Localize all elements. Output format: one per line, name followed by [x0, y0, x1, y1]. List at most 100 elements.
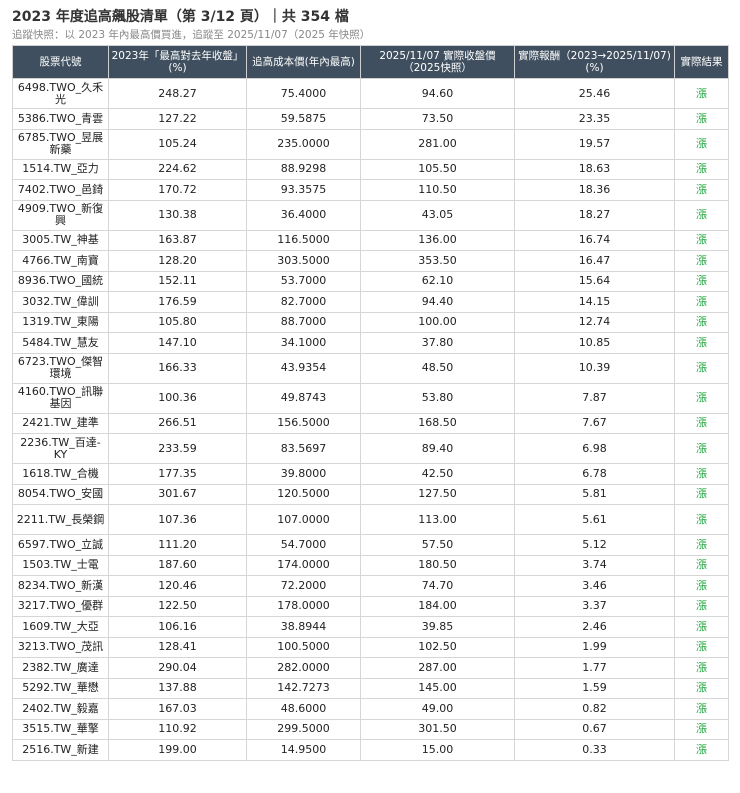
cell-cost-price: 100.5000: [246, 636, 361, 658]
table-row: 2421.TW_建準 266.51 156.5000 168.50 7.67 漲: [12, 412, 729, 434]
cell-return: 16.74: [514, 229, 675, 251]
table-row: 6723.TWO_傑智環境 166.33 43.9354 48.50 10.39 漲: [12, 352, 729, 384]
cell-result: 漲: [674, 657, 729, 679]
cell-stock-code: 6723.TWO_傑智環境: [12, 352, 109, 384]
cell-stock-code: 4160.TWO_訊聯基因: [12, 382, 109, 414]
cell-return: 3.74: [514, 554, 675, 576]
cell-close-price: 62.10: [360, 270, 515, 292]
cell-return: 0.67: [514, 718, 675, 740]
cell-high-vs-prev: 111.20: [108, 534, 247, 556]
cell-result: 漲: [674, 128, 729, 160]
cell-close-price: 180.50: [360, 554, 515, 576]
cell-high-vs-prev: 167.03: [108, 698, 247, 720]
cell-high-vs-prev: 163.87: [108, 229, 247, 251]
cell-result: 漲: [674, 78, 729, 109]
cell-stock-code: 7402.TWO_邑錡: [12, 179, 109, 201]
cell-stock-code: 2516.TW_新建: [12, 739, 109, 761]
table-row: 5484.TW_慧友 147.10 34.1000 37.80 10.85 漲: [12, 332, 729, 354]
cell-result: 漲: [674, 433, 729, 464]
table-row: 3515.TW_華擎 110.92 299.5000 301.50 0.67 漲: [12, 718, 729, 740]
cell-close-price: 168.50: [360, 412, 515, 434]
header-stock-code: 股票代號: [12, 45, 109, 79]
cell-cost-price: 72.2000: [246, 575, 361, 597]
cell-close-price: 136.00: [360, 229, 515, 251]
table-row: 1609.TW_大亞 106.16 38.8944 39.85 2.46 漲: [12, 616, 729, 638]
cell-cost-price: 75.4000: [246, 78, 361, 109]
cell-high-vs-prev: 128.41: [108, 636, 247, 658]
cell-high-vs-prev: 233.59: [108, 433, 247, 464]
cell-close-price: 102.50: [360, 636, 515, 658]
cell-result: 漲: [674, 332, 729, 354]
cell-cost-price: 49.8743: [246, 382, 361, 414]
cell-stock-code: 3032.TW_偉訓: [12, 291, 109, 313]
cell-result: 漲: [674, 739, 729, 761]
table-row: 3217.TWO_優群 122.50 178.0000 184.00 3.37 漲: [12, 595, 729, 617]
table-row: 3213.TWO_茂訊 128.41 100.5000 102.50 1.99 漲: [12, 636, 729, 658]
cell-cost-price: 156.5000: [246, 412, 361, 434]
cell-return: 19.57: [514, 128, 675, 160]
cell-cost-price: 43.9354: [246, 352, 361, 384]
cell-result: 漲: [674, 554, 729, 576]
cell-result: 漲: [674, 382, 729, 414]
table-row: 3032.TW_偉訓 176.59 82.7000 94.40 14.15 漲: [12, 291, 729, 313]
cell-cost-price: 54.7000: [246, 534, 361, 556]
cell-cost-price: 303.5000: [246, 250, 361, 272]
cell-close-price: 184.00: [360, 595, 515, 617]
cell-close-price: 53.80: [360, 382, 515, 414]
cell-high-vs-prev: 137.88: [108, 677, 247, 699]
cell-high-vs-prev: 110.92: [108, 718, 247, 740]
cell-return: 1.59: [514, 677, 675, 699]
header-high-vs-prev: 2023年「最高對去年收盤」(%): [108, 45, 247, 79]
cell-stock-code: 3213.TWO_茂訊: [12, 636, 109, 658]
cell-return: 5.61: [514, 504, 675, 535]
table-row: 1514.TW_亞力 224.62 88.9298 105.50 18.63 漲: [12, 158, 729, 180]
cell-return: 3.46: [514, 575, 675, 597]
cell-cost-price: 116.5000: [246, 229, 361, 251]
cell-high-vs-prev: 106.16: [108, 616, 247, 638]
cell-stock-code: 3005.TW_神基: [12, 229, 109, 251]
cell-cost-price: 82.7000: [246, 291, 361, 313]
page: 2023 年度追高飆股清單（第 3/12 頁）｜共 354 檔 追蹤快照：以 2…: [12, 9, 729, 761]
cell-close-price: 39.85: [360, 616, 515, 638]
cell-close-price: 57.50: [360, 534, 515, 556]
cell-stock-code: 5386.TWO_青雲: [12, 108, 109, 130]
table-header-row: 股票代號 2023年「最高對去年收盤」(%) 追高成本價(年內最高) 2025/…: [12, 45, 729, 79]
cell-close-price: 281.00: [360, 128, 515, 160]
table-row: 6597.TWO_立誠 111.20 54.7000 57.50 5.12 漲: [12, 534, 729, 556]
cell-close-price: 301.50: [360, 718, 515, 740]
page-title: 2023 年度追高飆股清單（第 3/12 頁）｜共 354 檔: [12, 9, 349, 25]
cell-stock-code: 2402.TW_毅嘉: [12, 698, 109, 720]
cell-high-vs-prev: 170.72: [108, 179, 247, 201]
cell-result: 漲: [674, 698, 729, 720]
cell-result: 漲: [674, 352, 729, 384]
table-row: 2402.TW_毅嘉 167.03 48.6000 49.00 0.82 漲: [12, 698, 729, 720]
table-row: 6785.TWO_昱展新藥 105.24 235.0000 281.00 19.57 漲: [12, 128, 729, 160]
cell-result: 漲: [674, 595, 729, 617]
cell-stock-code: 2421.TW_建準: [12, 412, 109, 434]
table-row: 7402.TWO_邑錡 170.72 93.3575 110.50 18.36 漲: [12, 179, 729, 201]
cell-high-vs-prev: 107.36: [108, 504, 247, 535]
cell-result: 漲: [674, 575, 729, 597]
cell-return: 12.74: [514, 311, 675, 333]
cell-return: 3.37: [514, 595, 675, 617]
page-subtitle: 追蹤快照：以 2023 年內最高價買進，追蹤至 2025/11/07（2025 …: [12, 29, 371, 41]
cell-close-price: 100.00: [360, 311, 515, 333]
table-row: 1618.TW_合機 177.35 39.8000 42.50 6.78 漲: [12, 463, 729, 485]
cell-high-vs-prev: 176.59: [108, 291, 247, 313]
cell-stock-code: 6785.TWO_昱展新藥: [12, 128, 109, 160]
cell-result: 漲: [674, 311, 729, 333]
cell-high-vs-prev: 130.38: [108, 199, 247, 231]
cell-result: 漲: [674, 199, 729, 231]
table-row: 4160.TWO_訊聯基因 100.36 49.8743 53.80 7.87 漲: [12, 382, 729, 414]
cell-cost-price: 59.5875: [246, 108, 361, 130]
cell-return: 7.87: [514, 382, 675, 414]
cell-close-price: 110.50: [360, 179, 515, 201]
cell-stock-code: 1618.TW_合機: [12, 463, 109, 485]
header-close-price: 2025/11/07 實際收盤價（2025快照）: [360, 45, 515, 79]
cell-stock-code: 8936.TWO_國統: [12, 270, 109, 292]
cell-return: 10.39: [514, 352, 675, 384]
table-row: 4766.TW_南寶 128.20 303.5000 353.50 16.47 漲: [12, 250, 729, 272]
cell-return: 25.46: [514, 78, 675, 109]
cell-result: 漲: [674, 412, 729, 434]
cell-stock-code: 3515.TW_華擎: [12, 718, 109, 740]
